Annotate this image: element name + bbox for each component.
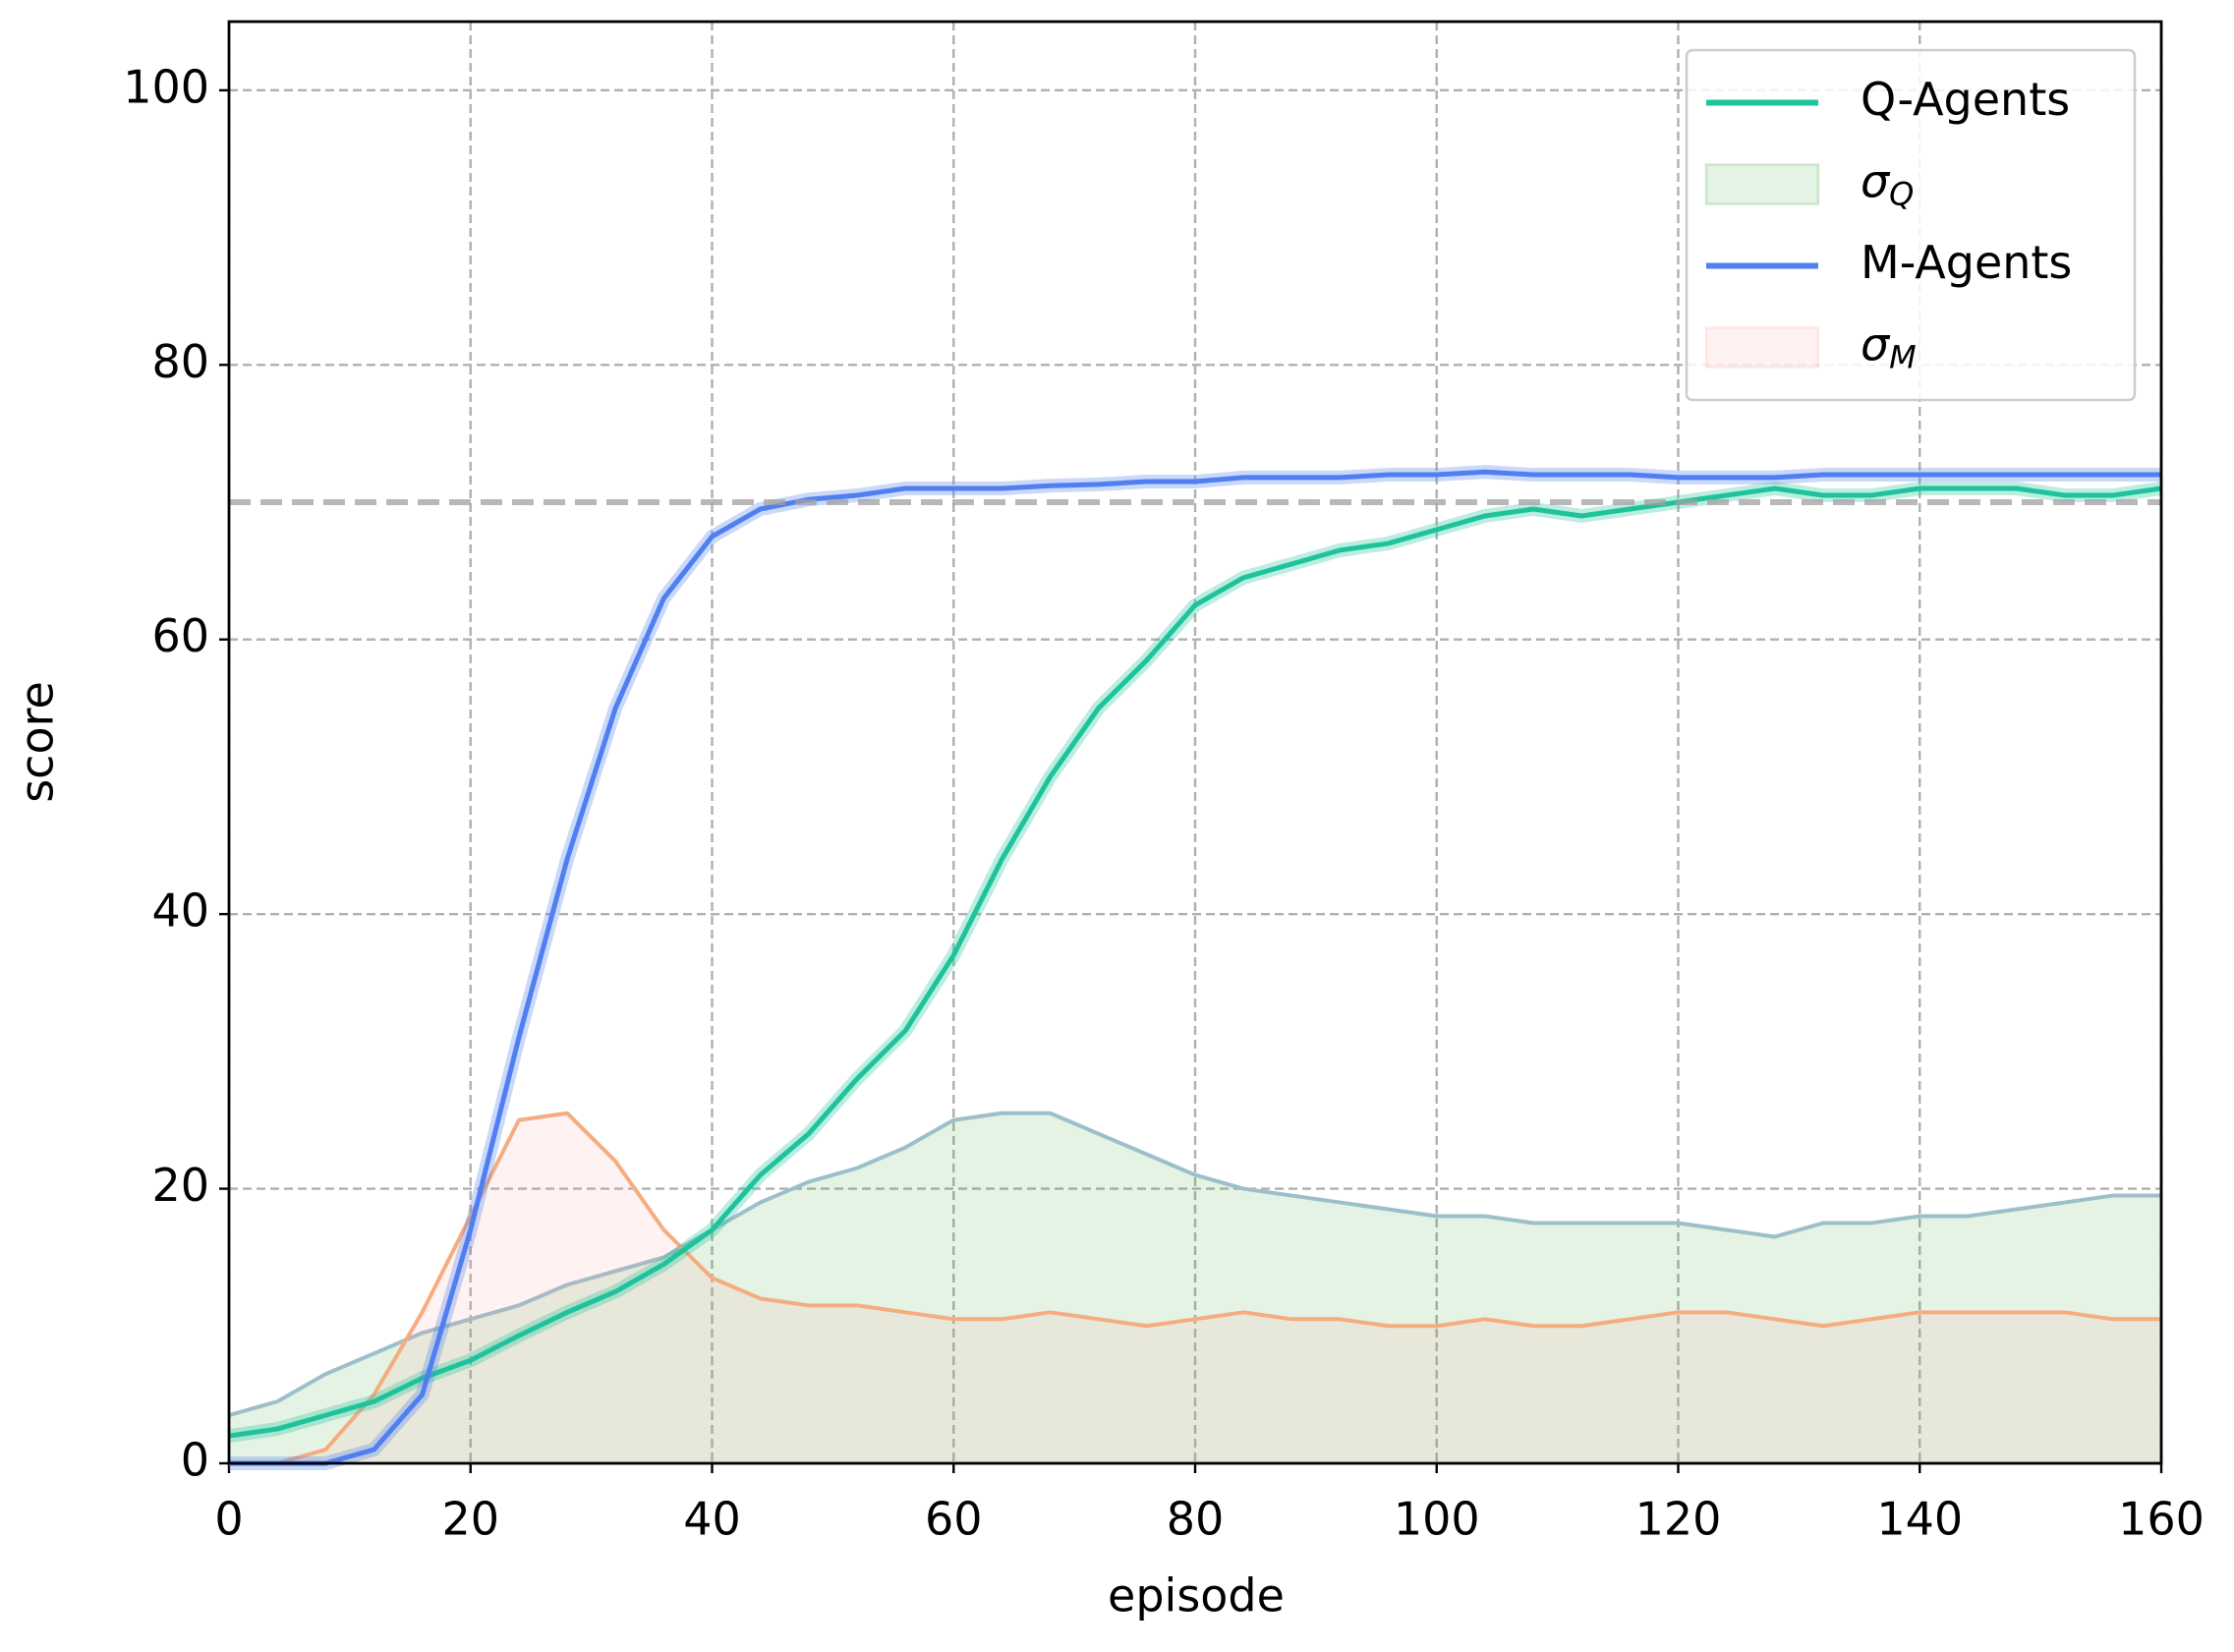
area [229, 1112, 2161, 1463]
legend-swatch [1704, 163, 1820, 205]
x-tick-label: 160 [2118, 1493, 2205, 1546]
y-tick-label: 60 [151, 609, 209, 662]
area-edge [228, 1111, 2161, 1418]
y-tick-label: 0 [181, 1434, 209, 1487]
area-edge [229, 1111, 2161, 1465]
x-tick-label: 0 [214, 1493, 243, 1546]
legend-label: σQ [1861, 154, 1914, 213]
line [229, 469, 2161, 1466]
x-tick-label: 40 [683, 1493, 741, 1546]
line [228, 485, 2162, 1439]
legend-label: M-Agents [1861, 236, 2072, 289]
x-tick-label: 100 [1394, 1493, 1480, 1546]
y-tick-label: 40 [151, 884, 209, 938]
legend-label: Q-Agents [1861, 73, 2070, 126]
y-axis-label: score [11, 681, 64, 803]
x-tick-label: 80 [1167, 1493, 1225, 1546]
legend-label: σM [1861, 317, 1917, 376]
legend-swatch [1704, 326, 1820, 369]
y-tick-label: 100 [123, 60, 209, 113]
x-axis-label: episode [1108, 1569, 1285, 1623]
plot-frame [227, 20, 2163, 1465]
x-tick-label: 120 [1635, 1493, 1722, 1546]
x-tick-label: 140 [1876, 1493, 1963, 1546]
legend-box [1685, 48, 2137, 402]
x-tick-label: 60 [925, 1493, 983, 1546]
y-tick-label: 20 [151, 1159, 209, 1212]
area [229, 1112, 2161, 1463]
x-tick-label: 20 [441, 1493, 499, 1546]
y-tick-label: 80 [151, 335, 209, 388]
